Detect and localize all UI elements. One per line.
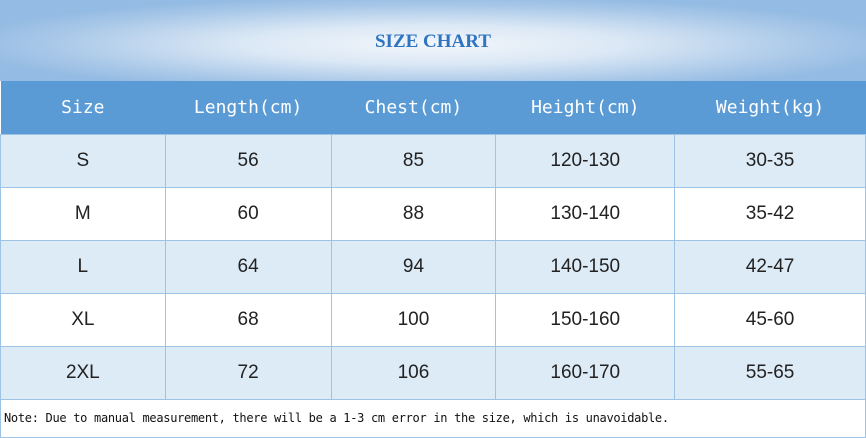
cell-length: 68 <box>164 292 332 347</box>
cell-size: S <box>0 133 166 188</box>
table-row: M 60 88 130-140 35-42 <box>0 186 866 241</box>
cell-weight: 30-35 <box>674 133 866 188</box>
table-row: XL 68 100 150-160 45-60 <box>0 292 866 347</box>
header-weight: Weight(kg) <box>674 81 866 134</box>
size-table: Size Length(cm) Chest(cm) Height(cm) Wei… <box>0 81 866 400</box>
cell-size: L <box>0 239 166 294</box>
note-text: Note: Due to manual measurement, there w… <box>0 398 866 438</box>
cell-length: 56 <box>164 133 332 188</box>
cell-height: 130-140 <box>495 186 676 241</box>
cell-chest: 94 <box>330 239 497 294</box>
table-row: L 64 94 140-150 42-47 <box>0 239 866 294</box>
cell-length: 64 <box>164 239 332 294</box>
cell-chest: 85 <box>330 133 497 188</box>
cell-weight: 55-65 <box>674 345 866 400</box>
cell-chest: 88 <box>330 186 497 241</box>
header-size: Size <box>0 81 166 134</box>
cell-length: 72 <box>164 345 332 400</box>
cell-height: 150-160 <box>495 292 676 347</box>
cell-chest: 106 <box>330 345 497 400</box>
cell-weight: 45-60 <box>674 292 866 347</box>
header-height: Height(cm) <box>495 81 675 134</box>
header-length: Length(cm) <box>165 81 332 134</box>
cell-height: 160-170 <box>495 345 676 400</box>
title-banner: SIZE CHART <box>0 0 866 81</box>
cell-weight: 42-47 <box>674 239 866 294</box>
cell-height: 140-150 <box>495 239 676 294</box>
cell-size: M <box>0 186 166 241</box>
cell-size: 2XL <box>0 345 166 400</box>
cell-weight: 35-42 <box>674 186 866 241</box>
header-row: Size Length(cm) Chest(cm) Height(cm) Wei… <box>0 81 866 134</box>
table-row: S 56 85 120-130 30-35 <box>0 133 866 188</box>
cell-height: 120-130 <box>495 133 676 188</box>
cell-size: XL <box>0 292 166 347</box>
page-title: SIZE CHART <box>374 30 491 52</box>
cell-chest: 100 <box>330 292 497 347</box>
header-chest: Chest(cm) <box>331 81 496 134</box>
cell-length: 60 <box>164 186 332 241</box>
table-row: 2XL 72 106 160-170 55-65 <box>0 345 866 400</box>
